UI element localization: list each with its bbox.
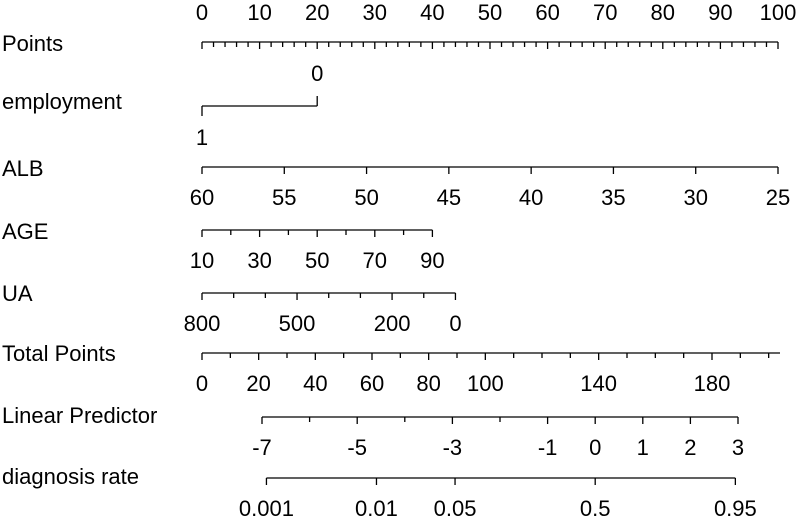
tick-label: 60 [360, 371, 384, 396]
row-label: Total Points [2, 341, 116, 366]
tick-label: 0.001 [239, 496, 294, 521]
tick-label: 90 [420, 248, 444, 273]
tick-label: 70 [593, 0, 617, 25]
level-label: 1 [196, 125, 208, 150]
tick-label: 3 [732, 435, 744, 460]
tick-label: 2 [684, 435, 696, 460]
tick-label: 180 [694, 371, 731, 396]
tick-label: -7 [252, 435, 272, 460]
tick-label: 50 [305, 248, 329, 273]
tick-label: 40 [420, 0, 444, 25]
tick-label: 0.05 [434, 496, 477, 521]
level-label: 0 [311, 61, 323, 86]
tick-label: 10 [190, 248, 214, 273]
tick-label: 10 [247, 0, 271, 25]
tick-label: 40 [303, 371, 327, 396]
tick-label: 70 [363, 248, 387, 273]
tick-label: 0 [589, 435, 601, 460]
row-label: Points [2, 31, 63, 56]
tick-label: 90 [708, 0, 732, 25]
tick-label: 0.5 [580, 496, 611, 521]
tick-label: 1 [637, 435, 649, 460]
tick-label: 40 [519, 185, 543, 210]
tick-label: 200 [374, 311, 411, 336]
tick-label: 100 [760, 0, 797, 25]
tick-label: 800 [184, 311, 221, 336]
tick-label: 45 [437, 185, 461, 210]
tick-label: 0 [196, 0, 208, 25]
tick-label: -3 [443, 435, 463, 460]
tick-label: 30 [363, 0, 387, 25]
tick-label: 35 [601, 185, 625, 210]
tick-label: 500 [279, 311, 316, 336]
row-label: employment [2, 89, 122, 114]
tick-label: 20 [305, 0, 329, 25]
tick-label: 50 [354, 185, 378, 210]
tick-label: 100 [467, 371, 504, 396]
tick-label: 60 [190, 185, 214, 210]
tick-label: -5 [347, 435, 367, 460]
row-label: ALB [2, 156, 44, 181]
tick-label: 140 [580, 371, 617, 396]
tick-label: 55 [272, 185, 296, 210]
tick-label: 30 [683, 185, 707, 210]
row-label: AGE [2, 219, 48, 244]
tick-label: 0 [196, 371, 208, 396]
tick-label: 20 [246, 371, 270, 396]
tick-label: -1 [538, 435, 558, 460]
tick-label: 80 [651, 0, 675, 25]
row-label: diagnosis rate [2, 464, 139, 489]
tick-label: 0.01 [355, 496, 398, 521]
row-label: Linear Predictor [2, 403, 157, 428]
tick-label: 0.95 [714, 496, 757, 521]
tick-label: 25 [766, 185, 790, 210]
row-label: UA [2, 281, 33, 306]
tick-label: 30 [247, 248, 271, 273]
tick-label: 60 [535, 0, 559, 25]
tick-label: 50 [478, 0, 502, 25]
tick-label: 0 [449, 311, 461, 336]
tick-label: 80 [416, 371, 440, 396]
